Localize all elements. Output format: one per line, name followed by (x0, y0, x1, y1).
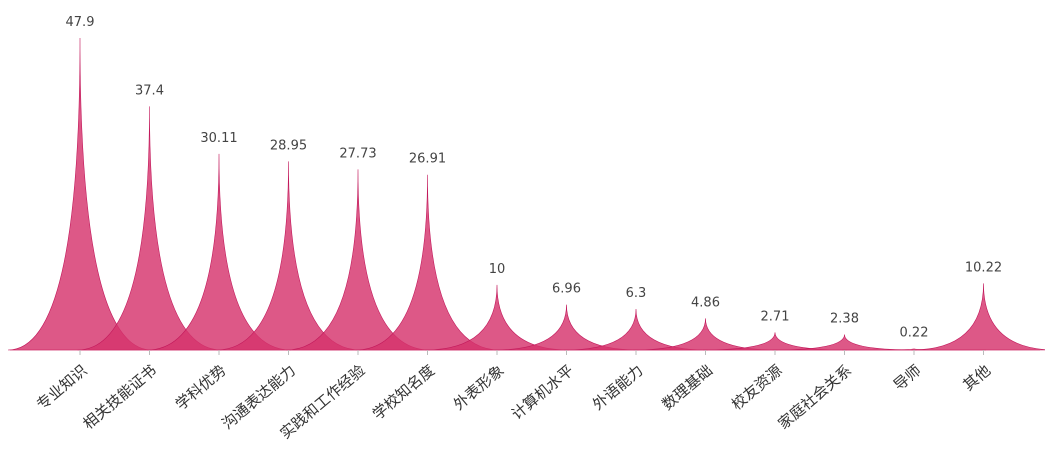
spike-12 (772, 334, 917, 351)
value-label: 26.91 (409, 152, 446, 167)
spike-6 (355, 174, 500, 351)
value-label: 4.86 (691, 295, 720, 310)
value-label: 10 (489, 262, 506, 277)
value-label: 2.71 (761, 309, 790, 324)
category-label: 外表形象 (450, 361, 508, 413)
value-label: 10.22 (965, 260, 1002, 275)
category-label: 其他 (960, 361, 995, 394)
value-label: 6.96 (552, 282, 581, 297)
axis-ticks (79, 350, 984, 355)
category-label: 学科优势 (172, 361, 230, 413)
value-label: 47.9 (66, 15, 95, 30)
category-label: 校友资源 (728, 361, 786, 413)
category-label: 家庭社会关系 (775, 361, 856, 433)
value-label: 6.3 (626, 286, 647, 301)
value-label: 28.95 (270, 138, 307, 153)
value-label: 37.4 (135, 83, 164, 98)
value-label: 0.22 (900, 326, 929, 341)
category-label: 计算机水平 (508, 361, 577, 423)
category-label: 数理基础 (659, 361, 717, 413)
category-label: 外语能力 (589, 361, 647, 413)
value-label: 27.73 (339, 146, 376, 161)
category-label: 相关技能证书 (80, 361, 161, 433)
category-label: 学校知名度 (369, 361, 438, 423)
spike-14 (911, 283, 1045, 351)
category-label: 专业知识 (33, 361, 91, 413)
value-label: 2.38 (830, 311, 859, 326)
value-label: 30.11 (200, 131, 237, 146)
value-labels: 47.9 37.4 30.11 28.95 27.73 26.91 10 6.96 6.3 4.8… (66, 15, 1003, 341)
category-label: 导师 (890, 361, 925, 394)
spike-series (7, 37, 1045, 351)
